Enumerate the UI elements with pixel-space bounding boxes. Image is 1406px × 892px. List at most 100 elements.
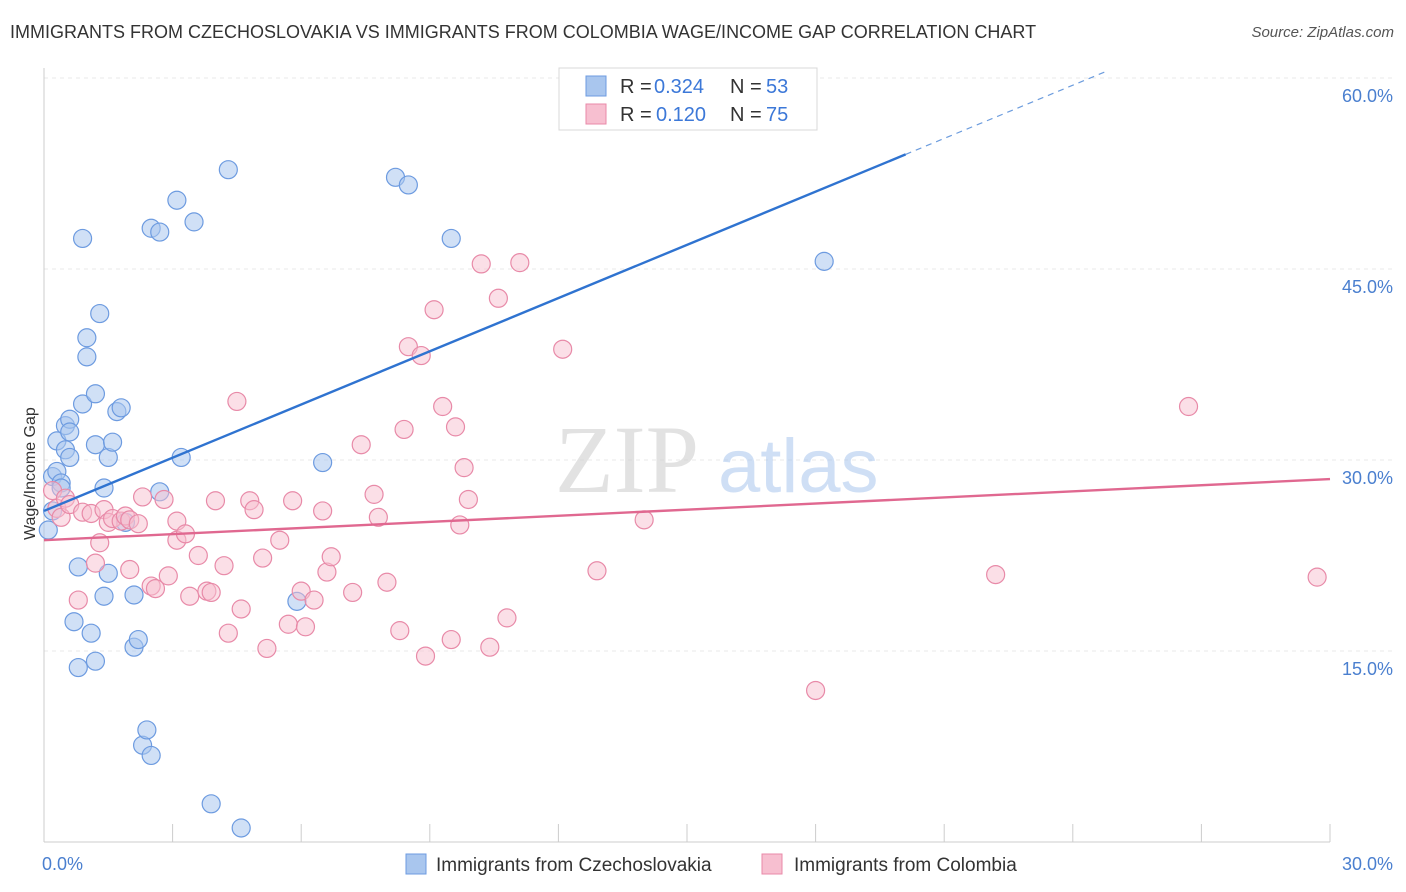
legend-n-value-czech: 53 xyxy=(766,76,788,98)
point-colombia-68 xyxy=(497,608,517,628)
axes xyxy=(43,68,1331,843)
legend-r-label-1: R = xyxy=(620,76,652,98)
point-czech-52 xyxy=(814,251,834,271)
point-czech-11 xyxy=(60,422,80,442)
point-czech-16 xyxy=(72,394,93,414)
grid-lines xyxy=(44,77,1392,652)
point-colombia-47 xyxy=(321,547,341,567)
point-colombia-18 xyxy=(132,487,153,507)
point-colombia-40 xyxy=(278,614,298,634)
trend-line-colombia xyxy=(43,477,1331,542)
point-czech-9 xyxy=(60,447,80,468)
y-tick-label-0: 15.0% xyxy=(1342,659,1393,679)
point-czech-14 xyxy=(68,557,88,577)
point-colombia-71 xyxy=(587,561,607,581)
point-colombia-5 xyxy=(68,590,88,610)
bottom-legend-swatch-czech xyxy=(405,853,427,875)
legend-n-label-1: N = xyxy=(730,76,762,98)
point-czech-46 xyxy=(231,818,251,838)
point-colombia-31 xyxy=(214,556,234,576)
trend-line-czech xyxy=(43,153,907,513)
point-czech-30 xyxy=(111,398,131,418)
point-czech-15 xyxy=(72,228,93,249)
point-czech-33 xyxy=(124,585,144,605)
series-colombia-points xyxy=(42,253,1327,701)
point-colombia-50 xyxy=(364,484,384,504)
x-tick-label-0: 0.0% xyxy=(42,854,83,874)
point-colombia-20 xyxy=(145,579,166,599)
point-czech-45 xyxy=(218,160,238,180)
legend-r-value-colombia: 0.120 xyxy=(656,104,706,126)
point-colombia-76 xyxy=(1307,567,1327,587)
watermark-atlas: atlas xyxy=(718,424,879,509)
legend-swatch-colombia xyxy=(585,103,607,125)
point-colombia-34 xyxy=(231,599,251,619)
x-tick-labels: 0.0% 30.0% xyxy=(42,854,1393,874)
point-colombia-66 xyxy=(480,637,500,657)
point-colombia-75 xyxy=(1178,396,1199,417)
point-czech-41 xyxy=(167,190,187,210)
legend-n-label-2: N = xyxy=(730,104,762,126)
point-colombia-57 xyxy=(415,646,436,666)
trend-lines xyxy=(43,70,1331,542)
point-czech-20 xyxy=(85,651,106,671)
point-colombia-72 xyxy=(634,510,654,530)
trend-line-czech-extension xyxy=(905,70,1108,155)
point-colombia-17 xyxy=(128,514,148,534)
point-colombia-74 xyxy=(986,564,1006,585)
point-colombia-21 xyxy=(154,489,174,510)
point-czech-37 xyxy=(141,745,161,766)
point-colombia-60 xyxy=(441,629,461,650)
point-colombia-27 xyxy=(188,545,208,566)
point-colombia-45 xyxy=(313,501,333,521)
point-colombia-33 xyxy=(227,391,247,412)
point-czech-23 xyxy=(90,303,110,324)
point-colombia-62 xyxy=(450,515,470,535)
watermark-zip: ZIP xyxy=(555,406,699,513)
bottom-legend-colombia: Immigrants from Colombia xyxy=(794,855,1017,876)
point-czech-48 xyxy=(313,452,333,473)
point-colombia-41 xyxy=(283,491,303,511)
point-colombia-26 xyxy=(180,586,200,606)
y-tick-label-3: 60.0% xyxy=(1342,86,1393,106)
point-colombia-38 xyxy=(257,638,277,659)
point-colombia-61 xyxy=(445,417,466,437)
point-colombia-32 xyxy=(218,623,238,643)
legend-n-value-colombia: 75 xyxy=(766,104,788,126)
point-colombia-69 xyxy=(510,253,530,273)
point-colombia-44 xyxy=(304,590,324,610)
point-czech-43 xyxy=(184,212,204,232)
point-colombia-73 xyxy=(805,680,826,701)
bottom-legend-czech: Immigrants from Czechoslovakia xyxy=(436,855,712,876)
point-czech-50 xyxy=(398,175,418,195)
point-colombia-8 xyxy=(85,553,106,573)
point-colombia-36 xyxy=(244,500,264,520)
point-colombia-37 xyxy=(253,548,273,568)
point-colombia-16 xyxy=(120,559,140,580)
point-colombia-65 xyxy=(471,254,491,274)
point-colombia-51 xyxy=(368,507,388,527)
point-colombia-70 xyxy=(553,339,573,359)
point-czech-36 xyxy=(137,720,157,740)
x-tick-label-1: 30.0% xyxy=(1342,854,1393,874)
point-colombia-39 xyxy=(270,530,290,550)
point-czech-17 xyxy=(77,347,97,367)
point-czech-21 xyxy=(85,384,106,404)
y-tick-label-1: 30.0% xyxy=(1342,468,1393,488)
point-czech-18 xyxy=(77,328,97,348)
bottom-legend: Immigrants from Czechoslovakia Immigrant… xyxy=(405,853,1017,876)
point-colombia-54 xyxy=(394,419,414,440)
point-czech-13 xyxy=(68,657,88,678)
point-czech-26 xyxy=(98,563,118,583)
point-colombia-58 xyxy=(424,300,444,320)
point-czech-28 xyxy=(102,432,123,452)
point-colombia-49 xyxy=(351,435,371,455)
point-czech-19 xyxy=(81,623,101,643)
point-colombia-30 xyxy=(205,491,226,511)
legend-swatch-czech xyxy=(585,75,607,97)
point-colombia-67 xyxy=(488,288,508,308)
point-colombia-59 xyxy=(433,396,453,417)
point-colombia-43 xyxy=(295,617,316,637)
point-colombia-22 xyxy=(158,566,178,586)
